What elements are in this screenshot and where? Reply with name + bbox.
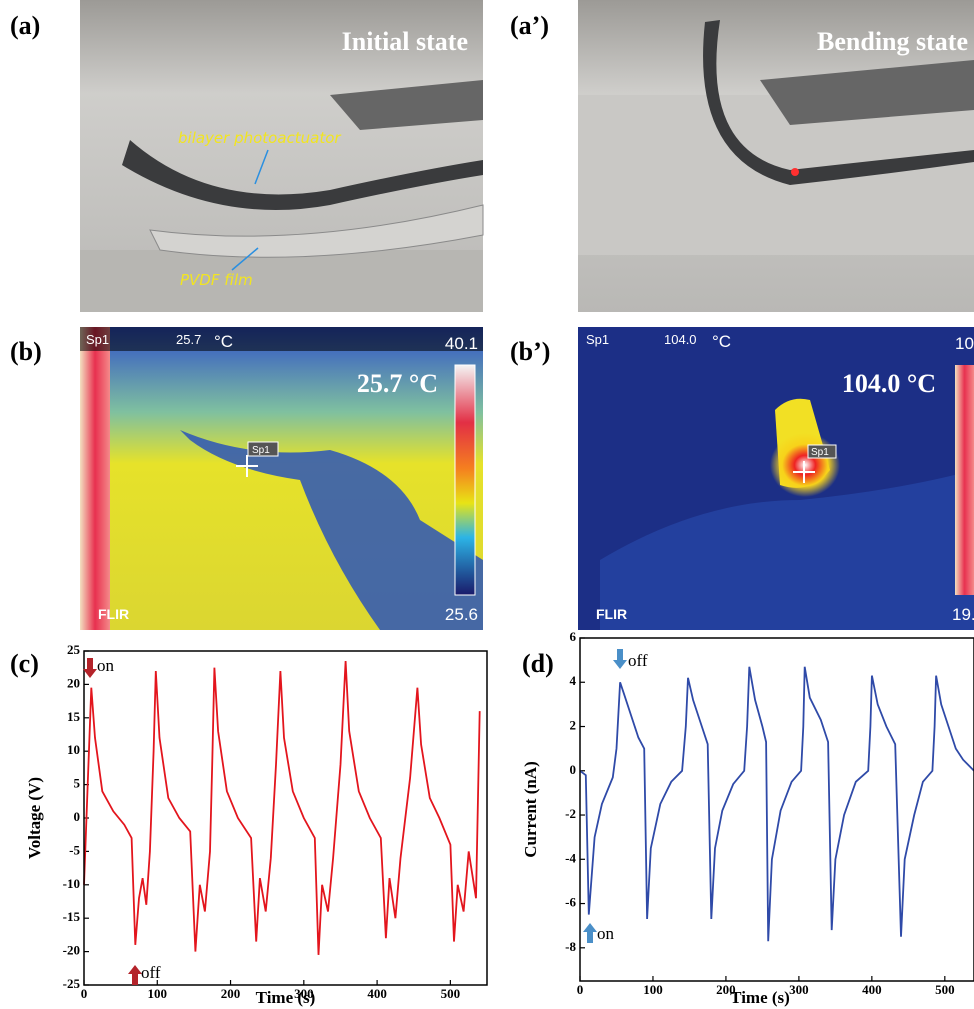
- y-axis-label: Voltage (V): [25, 777, 44, 859]
- y-tick-label: -10: [63, 876, 80, 891]
- x-tick-label: 400: [367, 986, 387, 1001]
- y-tick-label: 4: [570, 673, 577, 688]
- unit: °C: [712, 332, 731, 351]
- y-tick-label: -5: [69, 842, 80, 857]
- y-tick-label: -25: [63, 976, 81, 991]
- panel-label: (a’): [510, 11, 549, 40]
- data-line: [83, 660, 481, 955]
- annotation: off: [628, 651, 648, 670]
- y-tick-label: 0: [570, 762, 577, 777]
- x-tick-label: 500: [441, 986, 461, 1001]
- x-tick-label: 300: [789, 982, 809, 997]
- arrow: [128, 965, 142, 985]
- panel-label: (d): [522, 649, 554, 678]
- x-tick-label: 100: [148, 986, 168, 1001]
- arrow: [613, 649, 627, 669]
- reading: 104.0 °C: [842, 369, 936, 398]
- y-tick-label: 10: [67, 742, 80, 757]
- marker: Sp1: [252, 445, 270, 456]
- y-tick-label: -8: [565, 939, 576, 954]
- y-tick-label: -20: [63, 943, 80, 958]
- y-tick-label: 0: [74, 809, 81, 824]
- unit: °C: [214, 332, 233, 351]
- data-line: [579, 666, 974, 942]
- y-tick-label: 2: [570, 718, 577, 733]
- x-tick-label: 100: [643, 982, 663, 997]
- spot-reading: 104.0: [664, 332, 697, 347]
- brand: FLIR: [98, 606, 129, 622]
- x-tick-label: 200: [716, 982, 736, 997]
- y-tick-label: 6: [570, 629, 577, 644]
- x-axis-label: Time (s): [256, 988, 316, 1007]
- x-tick-label: 500: [935, 982, 955, 997]
- annotation: off: [141, 963, 161, 982]
- arrow: [583, 923, 597, 943]
- x-tick-label: 0: [81, 986, 88, 1001]
- y-axis-label: Current (nA): [521, 761, 540, 857]
- scale-min: 25.6: [445, 605, 478, 624]
- spot-reading: 25.7: [176, 332, 201, 347]
- spot-name: Sp1: [86, 332, 109, 347]
- y-tick-label: -4: [565, 850, 576, 865]
- annotation: on: [97, 656, 115, 675]
- y-tick-label: -6: [565, 895, 576, 910]
- panel-label: (a): [10, 11, 40, 40]
- caption: Bending state: [817, 27, 968, 56]
- x-tick-label: 200: [221, 986, 241, 1001]
- y-tick-label: 20: [67, 675, 80, 690]
- caption: Initial state: [342, 27, 468, 56]
- y-tick-label: -15: [63, 909, 81, 924]
- spot-name: Sp1: [586, 332, 609, 347]
- arrow: [83, 658, 97, 678]
- y-tick-label: 25: [67, 642, 81, 657]
- y-tick-label: 15: [67, 709, 81, 724]
- y-tick-label: 5: [74, 776, 81, 791]
- photo-panel: (a’) Bending state: [510, 0, 974, 312]
- x-axis-label: Time (s): [730, 988, 790, 1007]
- panel-label: (b): [10, 337, 42, 366]
- plot-frame: [579, 637, 974, 982]
- scale-max: 40.1: [445, 334, 478, 353]
- annotation: bilayer photoactuator: [178, 129, 341, 147]
- reading: 25.7 °C: [357, 369, 438, 398]
- thermal-panel: (b) Sp1 25.7 °C 40.1 25.7 °C Sp1 25.6 FL…: [10, 327, 483, 630]
- scale-min: 19.2: [952, 605, 974, 624]
- scale-max: 104.4: [955, 334, 974, 353]
- y-tick-label: -2: [565, 806, 576, 821]
- annotation: PVDF film: [180, 271, 253, 289]
- marker: Sp1: [811, 447, 829, 458]
- x-tick-label: 300: [294, 986, 314, 1001]
- photo-panel: (a) Initial state bilayer photoactuator …: [10, 0, 484, 312]
- panel-label: (b’): [510, 337, 550, 366]
- plot-frame: [83, 650, 488, 986]
- thermal-panel: (b’) Sp1 104.0 °C 104.4 104.0 °C Sp1 19.…: [510, 327, 974, 630]
- x-tick-label: 0: [577, 982, 584, 997]
- x-tick-label: 400: [862, 982, 882, 997]
- panel-label: (c): [10, 649, 39, 678]
- annotation: on: [597, 924, 615, 943]
- brand: FLIR: [596, 606, 627, 622]
